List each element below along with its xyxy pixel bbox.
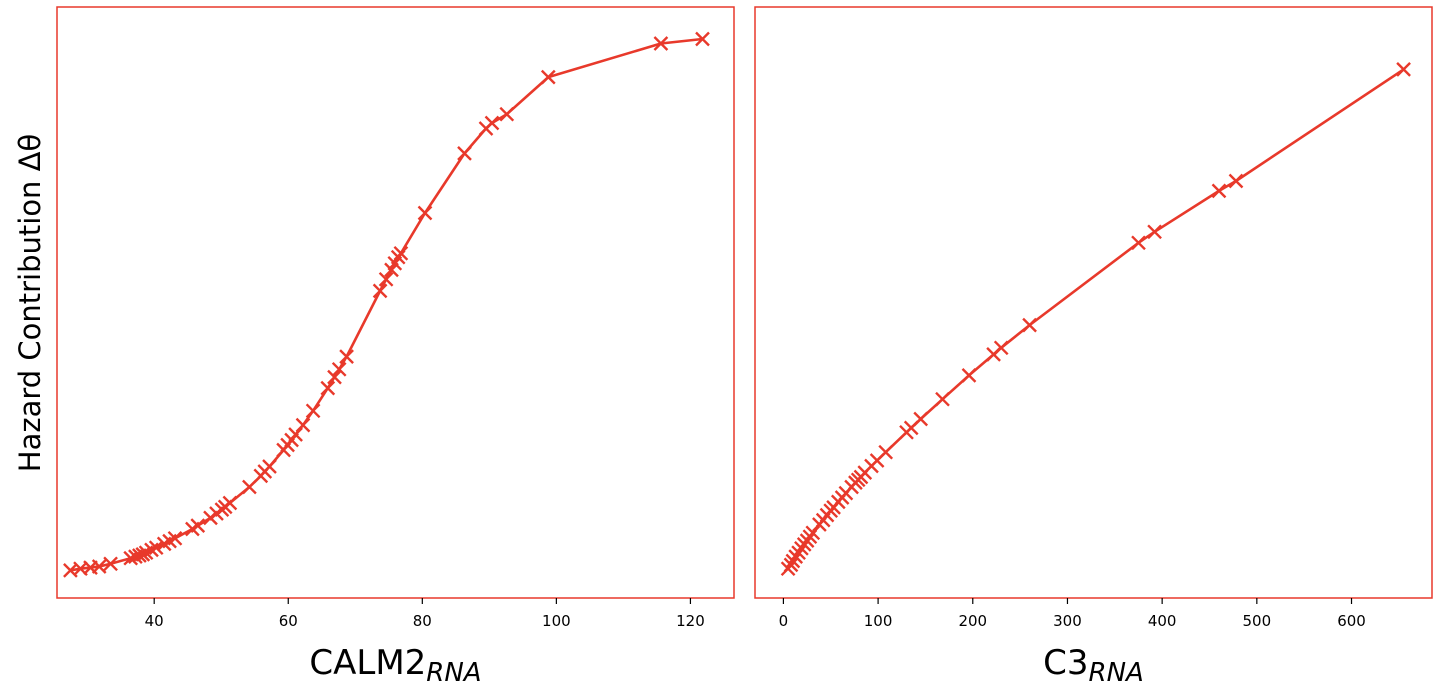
data-point xyxy=(242,479,257,495)
data-point xyxy=(783,557,799,573)
data-point xyxy=(144,542,159,558)
x-tick-label: 80 xyxy=(413,612,432,630)
data-point xyxy=(339,349,354,364)
y-axis-label: Hazard Contribution Δθ xyxy=(13,134,47,472)
data-point xyxy=(305,403,321,419)
data-point xyxy=(878,444,894,460)
data-point xyxy=(331,361,347,377)
x-tick-label: 100 xyxy=(864,612,893,630)
x-tick-label: 0 xyxy=(779,612,789,630)
data-point xyxy=(653,36,669,51)
data-point xyxy=(695,31,710,47)
data-point xyxy=(103,556,118,572)
data-point xyxy=(393,245,409,261)
data-point xyxy=(91,559,107,574)
data-point xyxy=(935,391,950,407)
data-point xyxy=(1396,62,1411,77)
data-point xyxy=(295,417,311,433)
x-tick-label: 400 xyxy=(1148,612,1177,630)
data-point xyxy=(190,518,206,533)
data-point xyxy=(1131,235,1146,251)
x-axis-label: C3RNA xyxy=(1043,643,1144,688)
data-point xyxy=(417,205,433,221)
data-point xyxy=(372,283,388,299)
x-tick-label: 40 xyxy=(145,612,164,630)
data-point xyxy=(327,369,342,385)
x-axis-label: CALM2RNA xyxy=(309,643,481,688)
x-tick-label: 300 xyxy=(1053,612,1082,630)
data-point xyxy=(123,550,139,566)
data-point xyxy=(805,525,821,541)
data-point xyxy=(540,69,556,85)
x-tick-label: 100 xyxy=(542,612,571,630)
data-point xyxy=(378,271,394,287)
data-point xyxy=(484,115,500,131)
series-line-c3 xyxy=(787,68,1405,570)
data-point xyxy=(1211,183,1227,199)
data-point xyxy=(222,495,238,511)
data-point xyxy=(1228,173,1244,189)
chart-panel-calm2: 40 60 80 100 120 CALM2RNA xyxy=(56,6,735,688)
data-point xyxy=(1022,317,1037,333)
x-tick-label: 600 xyxy=(1337,612,1366,630)
x-tick-label: 500 xyxy=(1243,612,1272,630)
x-tick-label: 120 xyxy=(676,612,705,630)
series-line-calm2 xyxy=(70,37,703,572)
data-point xyxy=(262,459,277,474)
chart-panel-c3: 0 100 200 300 400 500 600 C3RNA xyxy=(754,6,1433,688)
data-point xyxy=(1147,224,1162,240)
data-point xyxy=(148,540,164,556)
data-point xyxy=(457,146,472,161)
data-point xyxy=(993,340,1009,356)
data-point xyxy=(913,411,929,427)
plot-frame xyxy=(56,6,735,599)
data-point xyxy=(961,368,977,383)
data-point xyxy=(499,106,515,122)
data-point xyxy=(320,380,336,396)
plot-frame xyxy=(754,6,1433,599)
x-tick-label: 200 xyxy=(958,612,987,630)
x-tick-label: 60 xyxy=(279,612,298,630)
data-point xyxy=(288,427,303,442)
data-point xyxy=(167,530,183,546)
